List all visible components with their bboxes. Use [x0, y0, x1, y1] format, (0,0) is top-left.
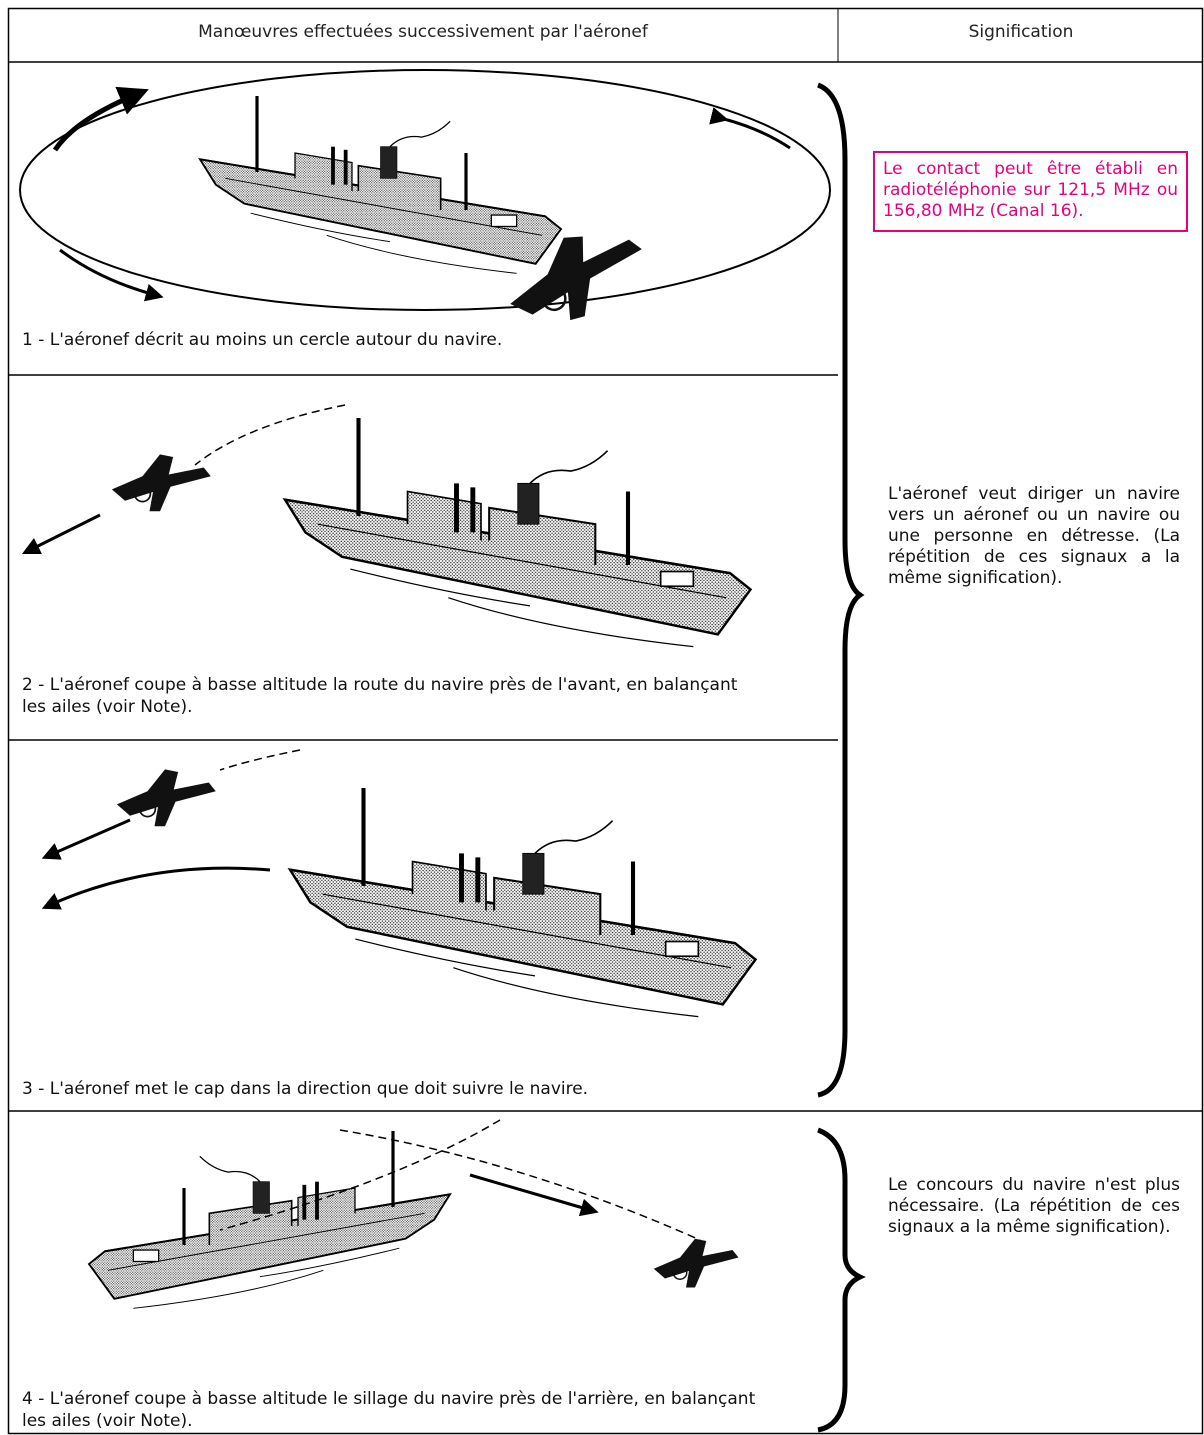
- note-box: Le contact peut être établi en radiotélé…: [873, 151, 1188, 232]
- step-caption: 1 - L'aéronef décrit au moins un cercle …: [22, 330, 503, 350]
- step-caption: 2 - L'aéronef coupe à basse altitude la …: [22, 675, 738, 717]
- meaning-text: L'aéronef veut diriger un navire vers un…: [888, 484, 1180, 588]
- meaning-text: Le concours du navire n'est plus nécessa…: [888, 1175, 1180, 1237]
- column-header: Manœuvres effectuées successivement par …: [198, 22, 648, 42]
- column-header: Signification: [968, 22, 1074, 42]
- step-caption: 3 - L'aéronef met le cap dans la directi…: [22, 1079, 589, 1099]
- step-caption: 4 - L'aéronef coupe à basse altitude le …: [22, 1389, 756, 1431]
